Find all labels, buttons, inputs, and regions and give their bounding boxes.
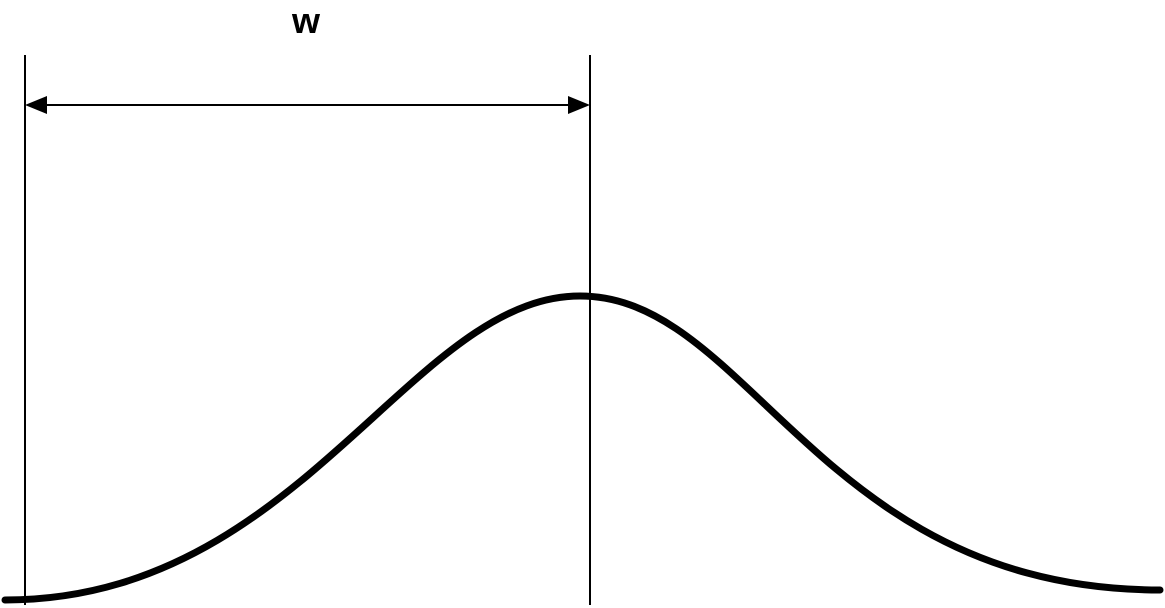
diagram-svg: [0, 0, 1165, 608]
arrowhead-left-icon: [25, 96, 47, 114]
bell-curve: [5, 296, 1160, 600]
arrowhead-right-icon: [568, 96, 590, 114]
width-label: w: [292, 0, 320, 42]
